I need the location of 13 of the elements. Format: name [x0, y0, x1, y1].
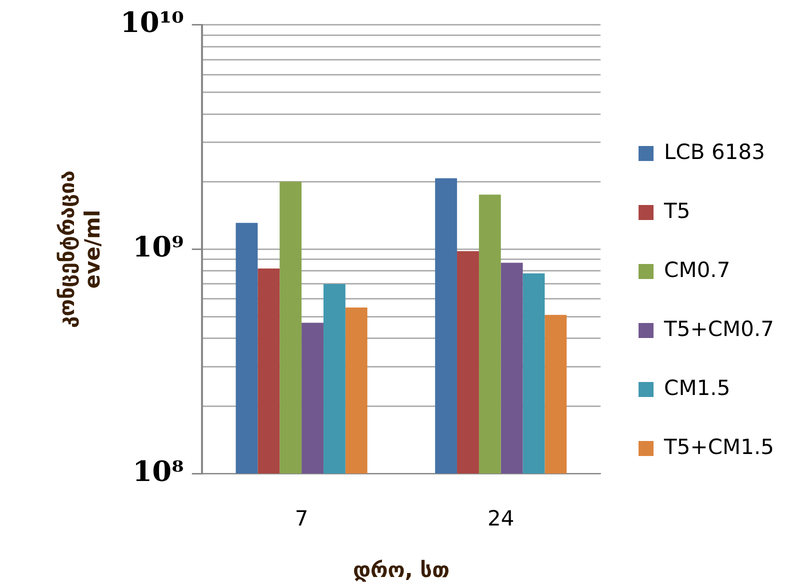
legend-label: T5+CM0.7 [663, 316, 774, 341]
x-axis-title: დრო, სთ [352, 558, 450, 582]
y-tick-label: 10⁹ [132, 230, 184, 264]
legend-label: T5 [663, 198, 690, 223]
x-tick-label: 24 [488, 506, 514, 531]
x-tick-label: 7 [294, 506, 308, 531]
legend-label: T5+CM1.5 [663, 434, 774, 459]
legend-label: CM1.5 [664, 376, 730, 400]
legend-label: LCB 6183 [664, 140, 765, 164]
y-tick-label: 10⁸ [132, 454, 184, 488]
y-tick-label: 10¹⁰ [120, 6, 184, 40]
y-axis-title: კონცენტრაცია eve/ml [55, 170, 104, 328]
legend-label: CM0.7 [664, 258, 730, 282]
